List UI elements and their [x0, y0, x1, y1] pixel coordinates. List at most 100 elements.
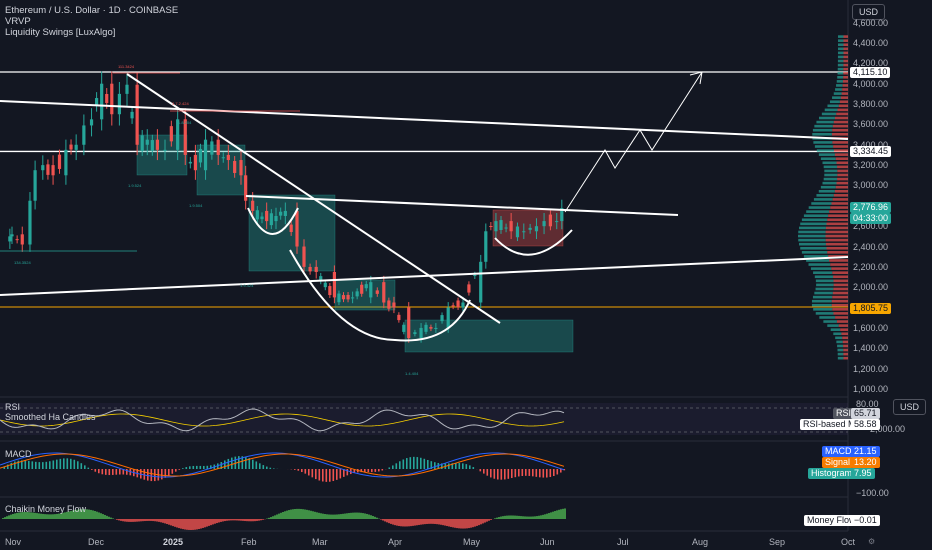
- macd-histogram-bar: [150, 469, 153, 482]
- cmf-area: [418, 519, 420, 525]
- volume-profile-bar: [827, 251, 848, 254]
- macd-histogram-bar: [322, 469, 324, 482]
- candle-body: [221, 157, 225, 159]
- macd-histogram-bar: [84, 465, 86, 469]
- volume-profile-bar: [840, 328, 848, 331]
- macd-histogram-bar: [31, 461, 34, 469]
- volume-profile-bar: [816, 283, 834, 287]
- macd-histogram-bar: [185, 467, 188, 469]
- rsi-subtitle[interactable]: Smoothed Ha Candles: [5, 412, 96, 422]
- volume-profile-bar: [837, 76, 844, 79]
- macd-histogram-bar: [175, 469, 177, 472]
- indicator-liquidity-swings[interactable]: Liquidity Swings [LuxAlgo]: [5, 27, 116, 38]
- cmf-area: [432, 519, 434, 524]
- macd-histogram-bar: [206, 465, 209, 469]
- cmf-area: [136, 519, 138, 522]
- cmf-area: [286, 510, 288, 519]
- volume-profile-bar: [843, 344, 848, 348]
- rsi-ma-value: 58.58: [851, 419, 880, 430]
- cmf-area: [230, 519, 232, 521]
- macd-histogram-bar: [252, 459, 254, 469]
- volume-profile-bar: [798, 230, 826, 234]
- volume-profile-bar: [836, 161, 848, 165]
- cmf-area: [238, 519, 240, 521]
- macd-histogram-bar: [448, 463, 450, 469]
- macd-histogram-bar: [80, 463, 83, 469]
- cmf-area: [458, 519, 460, 529]
- cmf-area: [488, 519, 490, 521]
- macd-histogram-bar: [353, 469, 356, 474]
- candle-body: [41, 165, 45, 171]
- cmf-area: [560, 509, 562, 519]
- volume-profile-bar: [843, 352, 848, 356]
- cmf-area: [412, 519, 414, 526]
- countdown-label: 04:33:00: [850, 213, 892, 224]
- cmf-area: [236, 519, 238, 521]
- cmf-area: [232, 519, 234, 521]
- candle-body: [451, 305, 455, 307]
- candle-body: [269, 213, 273, 226]
- cmf-area: [440, 519, 442, 525]
- candle-body: [387, 300, 391, 309]
- volume-profile-bar: [837, 177, 848, 181]
- cmf-title[interactable]: Chaikin Money Flow: [5, 504, 87, 514]
- cmf-area: [244, 519, 246, 522]
- candle-body: [169, 126, 173, 142]
- macd-histogram-bar: [227, 458, 230, 469]
- signal-value: 13.20: [851, 457, 880, 468]
- macd-title[interactable]: MACD: [5, 449, 32, 459]
- cmf-area: [138, 519, 140, 522]
- volume-profile-bar: [831, 299, 848, 303]
- currency-button-2[interactable]: USD: [893, 399, 927, 415]
- macd-histogram-bar: [409, 457, 412, 469]
- time-axis-label: Nov: [5, 537, 22, 547]
- cmf-area: [148, 519, 150, 521]
- macd-histogram-bar: [483, 469, 485, 474]
- cmf-area: [524, 516, 526, 519]
- candle-body: [407, 307, 411, 339]
- rsi-tag: RSI: [833, 408, 855, 419]
- candle-body: [346, 294, 350, 300]
- cmf-area: [512, 515, 514, 519]
- cmf-area: [226, 519, 228, 521]
- volume-profile-bar: [824, 169, 838, 173]
- macd-histogram-bar: [266, 466, 268, 469]
- gear-icon[interactable]: ⚙: [868, 537, 876, 546]
- macd-histogram-bar: [378, 469, 380, 472]
- volume-profile-bar: [806, 259, 830, 262]
- cmf-area: [190, 519, 192, 530]
- cmf-area: [480, 519, 482, 525]
- indicator-vrvp[interactable]: VRVP: [5, 16, 31, 27]
- candle-body: [274, 216, 278, 222]
- volume-profile-bar: [832, 124, 848, 128]
- rsi-title[interactable]: RSI: [5, 402, 21, 412]
- macd-histogram-bar: [108, 469, 111, 476]
- cmf-area: [288, 510, 290, 519]
- rsi-ma-tag: RSI-based MA: [800, 419, 865, 430]
- currency-button[interactable]: USD: [852, 4, 886, 20]
- cmf-area: [66, 511, 68, 519]
- cmf-area: [522, 516, 524, 519]
- volume-profile-bar: [800, 246, 827, 250]
- candle-body: [135, 84, 139, 145]
- pivot-label: 111.3424: [118, 64, 135, 69]
- macd-histogram-bar: [273, 468, 275, 469]
- macd-histogram-bar: [178, 469, 181, 470]
- candle-body: [308, 266, 312, 272]
- macd-histogram-bar: [525, 469, 527, 476]
- macd-histogram-bar: [24, 460, 27, 469]
- volume-profile-bar: [838, 104, 848, 108]
- candle-body: [461, 302, 465, 308]
- macd-histogram-bar: [490, 469, 492, 478]
- symbol-title[interactable]: Ethereum / U.S. Dollar · 1D · COINBASE: [5, 5, 179, 16]
- volume-profile-bar: [825, 234, 848, 238]
- cmf-area: [420, 519, 422, 525]
- cmf-area: [452, 519, 454, 528]
- macd-histogram-bar: [17, 460, 20, 469]
- volume-profile-bar: [843, 348, 848, 352]
- cmf-area: [372, 515, 374, 519]
- cmf-area: [542, 514, 544, 519]
- volume-profile-bar: [813, 308, 833, 311]
- cmf-area: [254, 519, 256, 522]
